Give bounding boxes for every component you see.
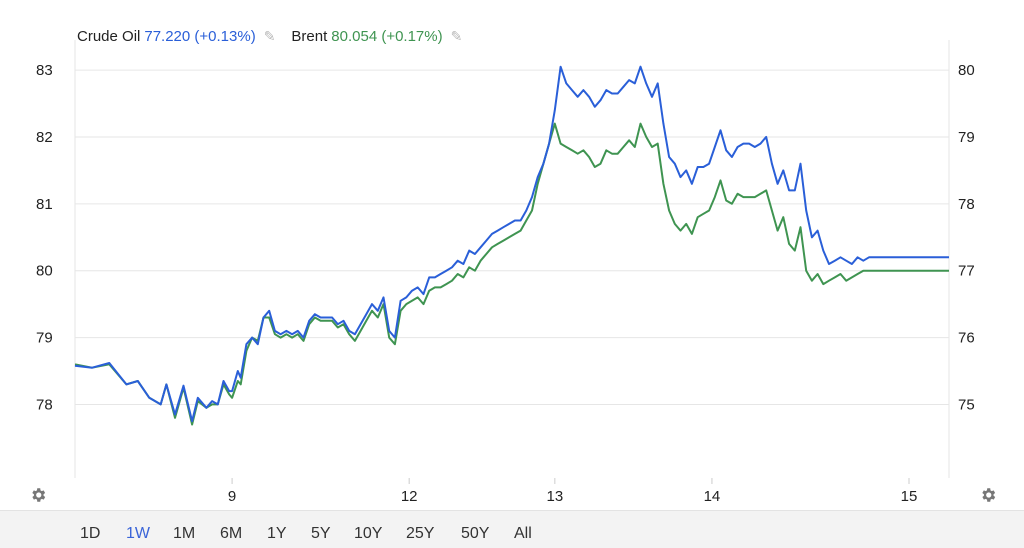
crude-legend-value: 77.220 (+0.13%) <box>144 28 256 45</box>
crude-oil-series-line <box>74 65 949 423</box>
range-button-10y[interactable]: 10Y <box>354 525 383 542</box>
range-button-all[interactable]: All <box>514 525 532 542</box>
right-axis-tick: 77 <box>958 263 975 280</box>
right-axis-tick: 79 <box>958 129 975 146</box>
range-button-1d[interactable]: 1D <box>80 525 101 542</box>
x-axis-tick: 9 <box>228 488 236 505</box>
right-axis-tick: 75 <box>958 396 975 413</box>
left-axis-tick: 80 <box>36 263 53 280</box>
left-axis-tick: 83 <box>36 62 53 79</box>
range-button-1y[interactable]: 1Y <box>267 525 287 542</box>
left-axis-tick: 82 <box>36 129 53 146</box>
x-axis-tick: 13 <box>546 488 563 505</box>
x-axis-tick: 12 <box>401 488 418 505</box>
x-axis-tick: 14 <box>704 488 721 505</box>
brent-legend-name: Brent <box>291 28 328 45</box>
range-button-50y[interactable]: 50Y <box>461 525 490 542</box>
gear-icon[interactable] <box>977 484 999 506</box>
x-axis-tick: 15 <box>901 488 918 505</box>
right-axis-tick: 80 <box>958 62 975 79</box>
range-button-1m[interactable]: 1M <box>173 525 196 542</box>
chart-legend: Crude Oil 77.220 (+0.13%) ✎ Brent 80.054… <box>77 28 478 45</box>
brent-series-line <box>74 122 949 426</box>
right-axis-tick: 78 <box>958 196 975 213</box>
crude-legend-name: Crude Oil <box>77 28 141 45</box>
left-axis-tick: 78 <box>36 396 53 413</box>
left-axis-tick: 81 <box>36 196 53 213</box>
chart-panel: 78 79 80 81 82 83 75 76 77 78 79 80 9 12 13 14 15 Crude … <box>27 28 999 506</box>
range-button-1w[interactable]: 1W <box>126 525 150 542</box>
pencil-icon[interactable]: ✎ <box>263 28 276 44</box>
price-chart: 78 79 80 81 82 83 75 76 77 78 79 80 9 12 13 14 15 <box>36 40 975 505</box>
range-button-5y[interactable]: 5Y <box>311 525 331 542</box>
brent-legend-value: 80.054 (+0.17%) <box>331 28 443 45</box>
right-axis-tick: 76 <box>958 330 975 347</box>
range-selector: 1D 1W 1M 6M 1Y 5Y 10Y 25Y 50Y All <box>0 510 1024 548</box>
gear-icon[interactable] <box>27 484 49 506</box>
left-axis-tick: 79 <box>36 330 53 347</box>
pencil-icon[interactable]: ✎ <box>450 28 463 44</box>
range-button-6m[interactable]: 6M <box>220 525 243 542</box>
range-button-25y[interactable]: 25Y <box>406 525 435 542</box>
